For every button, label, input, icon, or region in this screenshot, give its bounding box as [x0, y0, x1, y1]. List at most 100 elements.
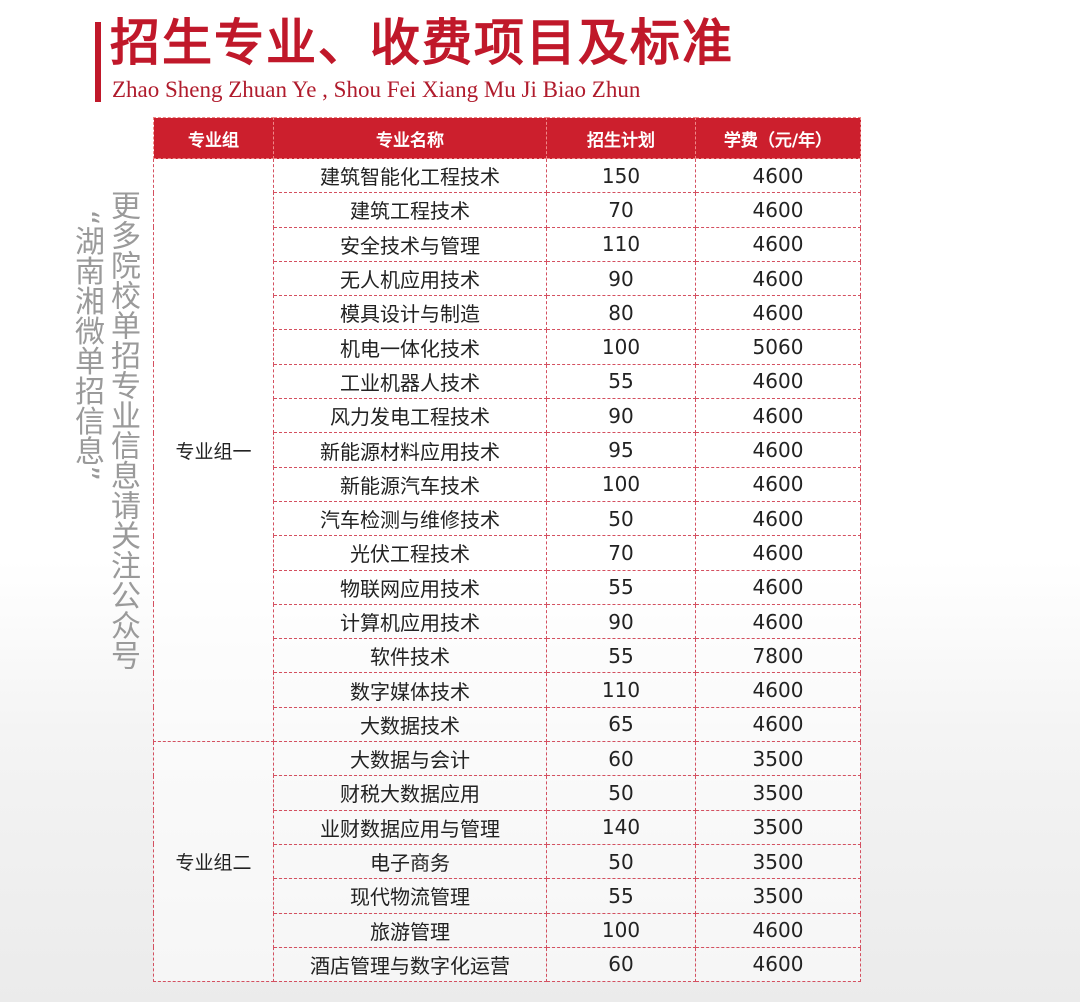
tuition-cell: 4600 — [695, 946, 861, 983]
major-name-cell: 软件技术 — [273, 638, 547, 674]
table-row: 无人机应用技术 90 4600 — [154, 260, 861, 297]
plan-cell: 100 — [546, 466, 696, 502]
tuition-cell: 3500 — [695, 775, 861, 811]
plan-cell: 50 — [546, 843, 696, 880]
plan-cell: 100 — [546, 912, 696, 948]
tuition-cell: 3500 — [695, 878, 861, 914]
major-name-cell: 新能源材料应用技术 — [273, 432, 547, 468]
group-cell: 专业组一 — [153, 157, 274, 743]
table-row: 建筑工程技术 70 4600 — [154, 192, 861, 228]
plan-cell: 60 — [546, 946, 696, 983]
table-row: 现代物流管理 55 3500 — [154, 878, 861, 914]
plan-cell: 100 — [546, 329, 696, 365]
plan-cell: 90 — [546, 260, 696, 297]
plan-cell: 90 — [546, 398, 696, 434]
tuition-cell: 4600 — [695, 535, 861, 571]
plan-cell: 150 — [546, 157, 696, 194]
major-name-cell: 电子商务 — [273, 843, 547, 880]
table-row: 机电一体化技术 100 5060 — [154, 329, 861, 365]
table-row: 汽车检测与维修技术 50 4600 — [154, 500, 861, 537]
tuition-cell: 4600 — [695, 706, 861, 743]
table-row: 新能源材料应用技术 95 4600 — [154, 432, 861, 468]
plan-cell: 110 — [546, 672, 696, 708]
table-row: 专业组一 建筑智能化工程技术 150 4600 — [153, 157, 861, 743]
tuition-cell: 4600 — [695, 226, 861, 262]
plan-cell: 55 — [546, 878, 696, 914]
tuition-cell: 7800 — [695, 638, 861, 674]
column-header-tuition: 学费（元/年） — [695, 117, 861, 159]
tuition-cell: 4600 — [695, 192, 861, 228]
tuition-cell: 4600 — [695, 466, 861, 502]
tuition-cell: 4600 — [695, 363, 861, 400]
table-row: 数字媒体技术 110 4600 — [154, 672, 861, 708]
tuition-cell: 3500 — [695, 741, 861, 777]
tuition-cell: 3500 — [695, 843, 861, 880]
major-name-cell: 数字媒体技术 — [273, 672, 547, 708]
plan-cell: 90 — [546, 603, 696, 640]
table-row: 物联网应用技术 55 4600 — [154, 569, 861, 605]
plan-cell: 70 — [546, 192, 696, 228]
major-name-cell: 新能源汽车技术 — [273, 466, 547, 502]
plan-cell: 50 — [546, 775, 696, 811]
tuition-cell: 4600 — [695, 432, 861, 468]
plan-cell: 80 — [546, 295, 696, 331]
tuition-cell: 4600 — [695, 500, 861, 537]
group-cell: 专业组二 — [153, 741, 274, 983]
table-row: 工业机器人技术 55 4600 — [154, 363, 861, 400]
plan-cell: 50 — [546, 500, 696, 537]
plan-cell: 55 — [546, 569, 696, 605]
plan-cell: 60 — [546, 741, 696, 777]
table-row: 计算机应用技术 90 4600 — [154, 603, 861, 640]
table-header-row: 专业组 专业名称 招生计划 学费（元/年） — [153, 117, 861, 159]
table-row: 专业组二 大数据与会计 60 3500 — [153, 741, 861, 983]
table-row: 新能源汽车技术 100 4600 — [154, 466, 861, 502]
major-name-cell: 安全技术与管理 — [273, 226, 547, 262]
tuition-cell: 4600 — [695, 295, 861, 331]
major-name-cell: 机电一体化技术 — [273, 329, 547, 365]
major-name-cell: 风力发电工程技术 — [273, 398, 547, 434]
major-name-cell: 业财数据应用与管理 — [273, 809, 547, 845]
tuition-cell: 4600 — [695, 912, 861, 948]
tuition-cell: 3500 — [695, 809, 861, 845]
major-name-cell: 模具设计与制造 — [273, 295, 547, 331]
major-name-cell: 旅游管理 — [273, 912, 547, 948]
table-row: 模具设计与制造 80 4600 — [154, 295, 861, 331]
column-header-plan: 招生计划 — [546, 117, 696, 159]
tuition-cell: 4600 — [695, 157, 861, 194]
major-name-cell: 大数据与会计 — [273, 741, 547, 777]
plan-cell: 70 — [546, 535, 696, 571]
major-name-cell: 物联网应用技术 — [273, 569, 547, 605]
major-name-cell: 建筑智能化工程技术 — [273, 157, 547, 194]
plan-cell: 55 — [546, 638, 696, 674]
table-row: 财税大数据应用 50 3500 — [154, 775, 861, 811]
plan-cell: 65 — [546, 706, 696, 743]
plan-cell: 95 — [546, 432, 696, 468]
major-name-cell: 工业机器人技术 — [273, 363, 547, 400]
plan-cell: 55 — [546, 363, 696, 400]
major-name-cell: 建筑工程技术 — [273, 192, 547, 228]
column-header-major: 专业名称 — [273, 117, 547, 159]
tuition-cell: 5060 — [695, 329, 861, 365]
major-name-cell: 光伏工程技术 — [273, 535, 547, 571]
major-name-cell: 汽车检测与维修技术 — [273, 500, 547, 537]
tuition-cell: 4600 — [695, 603, 861, 640]
plan-cell: 110 — [546, 226, 696, 262]
tuition-cell: 4600 — [695, 398, 861, 434]
major-name-cell: 酒店管理与数字化运营 — [273, 946, 547, 983]
table-row: 旅游管理 100 4600 — [154, 912, 861, 948]
major-name-cell: 大数据技术 — [273, 706, 547, 743]
title-accent-bar — [95, 22, 101, 102]
table-row: 大数据技术 65 4600 — [154, 706, 861, 743]
major-name-cell: 无人机应用技术 — [273, 260, 547, 297]
tuition-cell: 4600 — [695, 569, 861, 605]
major-name-cell: 财税大数据应用 — [273, 775, 547, 811]
enrollment-table: 专业组 专业名称 招生计划 学费（元/年） 专业组一 建筑智能化工程技术 150 46… — [153, 117, 861, 983]
page-subtitle: Zhao Sheng Zhuan Ye , Shou Fei Xiang Mu … — [112, 77, 641, 102]
major-name-cell: 计算机应用技术 — [273, 603, 547, 640]
table-row: 电子商务 50 3500 — [154, 843, 861, 880]
tuition-cell: 4600 — [695, 260, 861, 297]
major-name-cell: 现代物流管理 — [273, 878, 547, 914]
tuition-cell: 4600 — [695, 672, 861, 708]
plan-cell: 140 — [546, 809, 696, 845]
page-title: 招生专业、收费项目及标准 — [110, 14, 734, 72]
